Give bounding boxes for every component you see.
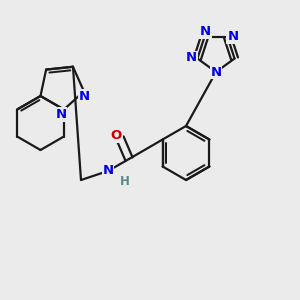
Text: N: N <box>227 30 239 43</box>
Text: N: N <box>55 108 66 122</box>
Text: H: H <box>120 175 129 188</box>
Text: N: N <box>102 164 114 178</box>
Text: N: N <box>186 51 197 64</box>
Text: O: O <box>111 129 122 142</box>
Text: N: N <box>210 65 222 79</box>
Text: N: N <box>79 90 90 103</box>
Text: N: N <box>200 26 211 38</box>
